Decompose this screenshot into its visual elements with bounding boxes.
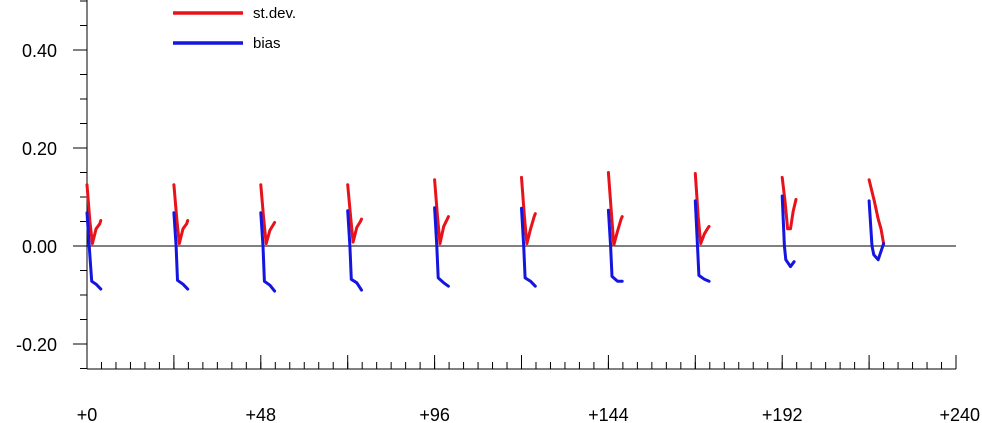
series-bias-line-0 bbox=[85, 211, 103, 291]
series-stdev-line-1 bbox=[172, 183, 190, 246]
series-bias-line-9 bbox=[867, 199, 886, 262]
series-bias-line-5 bbox=[520, 206, 537, 288]
series-stdev-line-2 bbox=[259, 183, 277, 246]
axes-layer bbox=[73, 0, 957, 370]
series-bias-line-2 bbox=[259, 211, 277, 293]
tick-label-layer: 0.40 0.20 0.00 -0.20 +0 +48 +96 +144 +192 +240 bbox=[16, 41, 980, 423]
y-tick-label: 0.00 bbox=[22, 237, 57, 257]
legend: st.dev. bias bbox=[173, 5, 296, 52]
series-stdev-line-5 bbox=[520, 175, 537, 246]
x-tick-label: +192 bbox=[762, 405, 803, 423]
series-stdev-line-4 bbox=[433, 178, 450, 246]
legend-label-bias: bias bbox=[253, 35, 281, 52]
series-bias-line-7 bbox=[693, 199, 711, 283]
y-tick-label: -0.20 bbox=[16, 335, 57, 355]
series-stdev-line-9 bbox=[867, 178, 886, 246]
y-tick-label: 0.20 bbox=[22, 139, 57, 159]
series-bias-line-3 bbox=[346, 209, 363, 292]
series-stdev-line-0 bbox=[85, 183, 103, 246]
x-tick-label: +0 bbox=[77, 405, 98, 423]
series-layer bbox=[85, 171, 886, 293]
series-bias-line-1 bbox=[172, 211, 190, 291]
series-stdev-line-6 bbox=[606, 171, 624, 247]
y-tick-label: 0.40 bbox=[22, 41, 57, 61]
series-stdev-line-3 bbox=[346, 183, 363, 244]
series-bias-line-6 bbox=[606, 208, 624, 283]
series-stdev-line-7 bbox=[693, 172, 711, 246]
legend-label-stdev: st.dev. bbox=[253, 5, 296, 22]
series-bias-line-4 bbox=[433, 206, 450, 288]
series-stdev-line-8 bbox=[780, 175, 798, 231]
x-tick-label: +144 bbox=[588, 405, 629, 423]
x-tick-label: +48 bbox=[246, 405, 277, 423]
x-tick-label: +240 bbox=[939, 405, 980, 423]
series-bias-line-8 bbox=[780, 194, 796, 269]
x-tick-label: +96 bbox=[419, 405, 450, 423]
